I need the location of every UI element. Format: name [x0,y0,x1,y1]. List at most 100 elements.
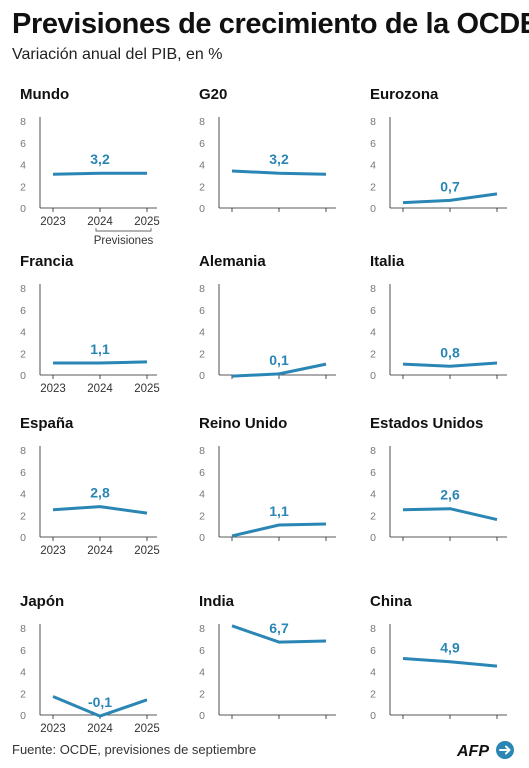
y-tick-label: 0 [199,370,205,382]
y-tick-label: 0 [20,532,26,544]
y-tick-label: 8 [199,283,205,295]
y-tick-label: 2 [20,510,26,522]
data-label-mundo: 3,2 [90,151,110,167]
data-label-espana: 2,8 [90,485,110,501]
y-tick-label: 8 [370,445,376,457]
panel-title-francia: Francia [20,253,74,270]
y-tick-label: 4 [370,667,376,679]
y-tick-label: 6 [199,138,205,150]
forecast-bracket [95,228,152,232]
x-tick-label: 2023 [40,545,66,557]
y-tick-label: 0 [199,532,205,544]
x-tick-label: 2025 [134,545,160,557]
data-label-estados-unidos: 2,6 [440,487,460,503]
y-tick-label: 0 [20,370,26,382]
y-tick-label: 4 [370,327,376,339]
y-tick-label: 6 [20,305,26,317]
source-note: Fuente: OCDE, previsiones de septiembre [12,742,257,757]
y-tick-label: 4 [20,327,26,339]
data-label-alemania: 0,1 [269,352,289,368]
series-line-g20 [231,169,327,176]
data-label-italia: 0,8 [440,344,460,360]
y-tick-label: 2 [370,181,376,193]
x-tick-label: 2023 [40,216,66,228]
y-tick-label: 6 [20,645,26,657]
y-tick-label: 0 [370,532,376,544]
series-line-estados-unidos [402,507,498,522]
y-tick-label: 4 [199,160,205,172]
x-tick-label: 2024 [87,723,113,735]
series-line-japon [52,695,148,718]
y-tick-label: 2 [199,348,205,360]
data-label-japon: -0,1 [88,694,112,710]
data-label-india: 6,7 [269,620,289,636]
y-tick-label: 6 [370,138,376,150]
data-label-g20: 3,2 [269,151,289,167]
y-tick-label: 8 [20,116,26,128]
series-line-india [231,624,327,644]
y-tick-label: 8 [199,445,205,457]
panel-title-india: India [199,593,235,610]
y-tick-label: 4 [199,327,205,339]
y-tick-label: 4 [199,667,205,679]
afp-logo-arrow [499,745,511,755]
y-tick-label: 0 [20,710,26,722]
y-tick-label: 8 [370,623,376,635]
y-tick-label: 2 [370,348,376,360]
afp-logo-text: AFP [456,743,489,760]
data-label-francia: 1,1 [90,341,110,357]
y-tick-label: 0 [20,203,26,215]
y-tick-label: 6 [370,467,376,479]
x-tick-label: 2023 [40,383,66,395]
y-tick-label: 2 [20,348,26,360]
y-tick-label: 0 [199,710,205,722]
y-tick-label: 4 [20,489,26,501]
y-tick-label: 6 [370,645,376,657]
y-tick-label: 8 [370,283,376,295]
y-tick-label: 0 [370,203,376,215]
y-tick-label: 0 [199,203,205,215]
panel-title-reino-unido: Reino Unido [199,415,287,432]
y-tick-label: 6 [20,138,26,150]
y-tick-label: 8 [199,116,205,128]
y-tick-label: 6 [199,467,205,479]
y-tick-label: 2 [199,510,205,522]
data-label-china: 4,9 [440,640,460,656]
y-tick-label: 6 [20,467,26,479]
y-tick-label: 4 [199,489,205,501]
series-line-italia [402,361,498,368]
y-tick-label: 2 [199,181,205,193]
data-label-eurozona: 0,7 [440,178,460,194]
chart-subtitle: Variación anual del PIB, en % [12,46,223,63]
panel-title-china: China [370,593,412,610]
y-tick-label: 2 [20,181,26,193]
series-line-espana [52,505,148,515]
series-line-reino-unido [231,522,327,538]
panel-title-italia: Italia [370,253,405,270]
x-tick-label: 2025 [134,383,160,395]
y-tick-label: 2 [20,688,26,700]
panel-title-g20: G20 [199,86,227,103]
x-tick-label: 2023 [40,723,66,735]
panel-title-alemania: Alemania [199,253,266,270]
y-tick-label: 6 [370,305,376,317]
x-tick-label: 2024 [87,545,113,557]
panel-title-eurozona: Eurozona [370,86,439,103]
forecast-label: Previsiones [94,235,154,247]
y-tick-label: 8 [199,623,205,635]
series-line-mundo [52,171,147,176]
series-line-china [402,657,498,668]
y-tick-label: 6 [199,645,205,657]
y-tick-label: 0 [370,710,376,722]
panel-title-espana: España [20,415,74,432]
x-tick-label: 2024 [87,383,113,395]
y-tick-label: 8 [20,623,26,635]
y-tick-label: 4 [20,160,26,172]
y-tick-label: 4 [370,489,376,501]
y-tick-label: 2 [370,688,376,700]
y-tick-label: 4 [370,160,376,172]
y-tick-label: 4 [20,667,26,679]
y-tick-label: 8 [20,283,26,295]
y-tick-label: 8 [370,116,376,128]
